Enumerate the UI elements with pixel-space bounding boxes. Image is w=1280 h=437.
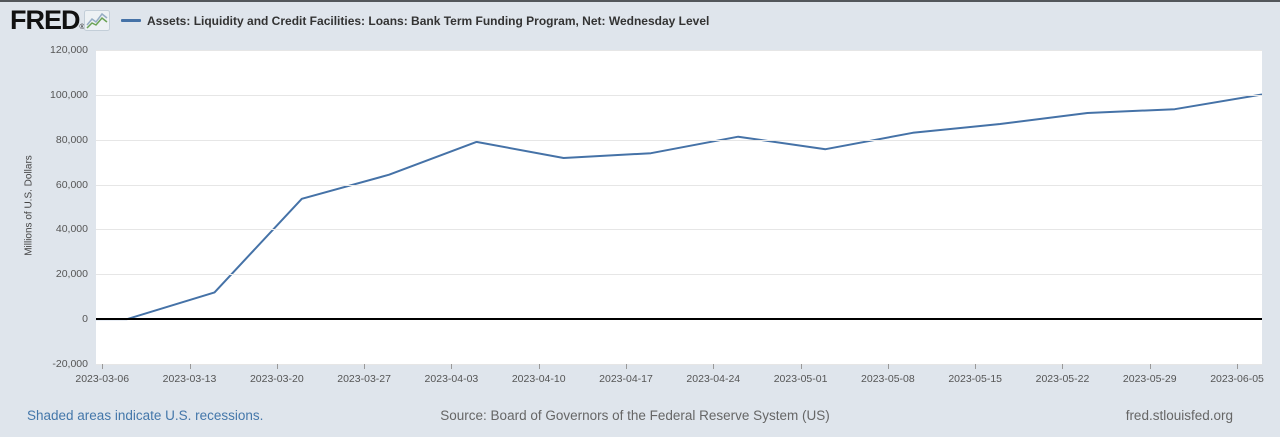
- fred-site-link[interactable]: fred.stlouisfed.org: [1125, 408, 1233, 423]
- y-axis-tick-label: 60,000: [55, 178, 88, 191]
- y-axis-tick-label: 80,000: [55, 133, 88, 146]
- recessions-note-link[interactable]: Shaded areas indicate U.S. recessions.: [27, 408, 264, 423]
- series-title: Assets: Liquidity and Credit Facilities:…: [147, 14, 710, 28]
- chart-footer: Shaded areas indicate U.S. recessions. S…: [0, 406, 1280, 430]
- x-axis-tick: [1149, 364, 1151, 369]
- gridline: [96, 229, 1262, 231]
- x-axis-tick: [975, 364, 977, 369]
- x-axis-tick-label: 2023-05-22: [1035, 373, 1090, 385]
- y-axis-tick-label: 20,000: [55, 268, 88, 281]
- gridline: [96, 94, 1262, 96]
- x-axis-tick-label: 2023-04-24: [686, 373, 741, 385]
- plot-area[interactable]: [96, 50, 1262, 365]
- x-axis-tick: [713, 364, 715, 369]
- x-axis-tick-label: 2023-04-03: [424, 373, 479, 385]
- x-axis-tick-label: 2023-05-29: [1122, 373, 1177, 385]
- y-axis-tick-label: 0: [82, 313, 88, 326]
- x-axis-tick-label: 2023-04-17: [599, 373, 653, 385]
- x-axis-tick-label: 2023-03-06: [75, 373, 130, 385]
- x-axis-tick: [887, 364, 889, 369]
- source-text: Source: Board of Governors of the Federa…: [440, 408, 830, 423]
- series-line: [96, 93, 1262, 321]
- x-axis-tick-label: 2023-05-08: [861, 373, 915, 385]
- gridline: [96, 274, 1262, 276]
- gridline: [96, 364, 1262, 365]
- fred-logo[interactable]: FRED®: [10, 7, 85, 41]
- x-axis-tick-label: 2023-03-13: [162, 373, 217, 385]
- x-axis-tick-label: 2023-05-15: [948, 373, 1003, 385]
- x-axis-tick-label: 2023-03-20: [249, 373, 304, 385]
- legend-line-swatch: [121, 19, 141, 22]
- x-axis-tick: [276, 364, 278, 369]
- y-axis-tick-label: -20,000: [52, 358, 88, 370]
- x-axis-tick: [102, 364, 104, 369]
- zero-line: [96, 318, 1262, 321]
- x-axis-tick-label: 2023-04-10: [511, 373, 566, 385]
- x-axis-tick: [800, 364, 802, 369]
- registered-trademark-icon: ®: [79, 24, 85, 31]
- x-axis-tick: [189, 364, 191, 369]
- x-axis-tick-label: 2023-03-27: [337, 373, 391, 385]
- x-axis-tick: [538, 364, 540, 369]
- fred-graph-icon: [84, 10, 110, 31]
- x-axis-tick: [451, 364, 453, 369]
- x-axis-tick: [1062, 364, 1064, 369]
- gridline: [96, 50, 1262, 51]
- x-axis-tick: [626, 364, 627, 369]
- gridline: [96, 184, 1262, 186]
- x-axis-tick: [1237, 364, 1239, 369]
- y-axis-tick-label: 40,000: [55, 223, 88, 236]
- y-axis-title: Millions of U.S. Dollars: [23, 155, 35, 256]
- x-axis-tick: [364, 364, 366, 369]
- y-axis-tick-label: 100,000: [50, 88, 88, 101]
- y-axis-tick-label: 120,000: [50, 44, 88, 56]
- gridline: [96, 139, 1262, 141]
- x-axis-tick-label: 2023-05-01: [773, 373, 828, 385]
- x-axis-tick-label: 2023-06-05: [1210, 373, 1264, 385]
- chart-header: FRED® Assets: Liquidity and Credit Facil…: [0, 2, 1280, 42]
- fred-logo-text: FRED: [10, 5, 80, 35]
